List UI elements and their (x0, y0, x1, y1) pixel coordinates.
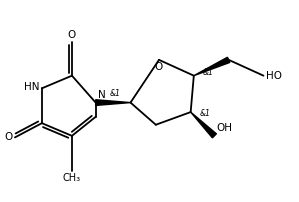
Text: O: O (68, 30, 76, 40)
Text: &1: &1 (110, 89, 121, 98)
Text: &1: &1 (203, 68, 213, 77)
Text: OH: OH (216, 123, 232, 133)
Text: O: O (4, 132, 13, 142)
Text: HN: HN (24, 82, 39, 92)
Text: O: O (155, 62, 163, 72)
Text: CH₃: CH₃ (63, 173, 81, 183)
Polygon shape (194, 57, 230, 76)
Polygon shape (191, 112, 216, 138)
Text: N: N (98, 90, 106, 100)
Polygon shape (96, 100, 130, 105)
Text: HO: HO (266, 71, 282, 81)
Text: &1: &1 (199, 109, 210, 118)
